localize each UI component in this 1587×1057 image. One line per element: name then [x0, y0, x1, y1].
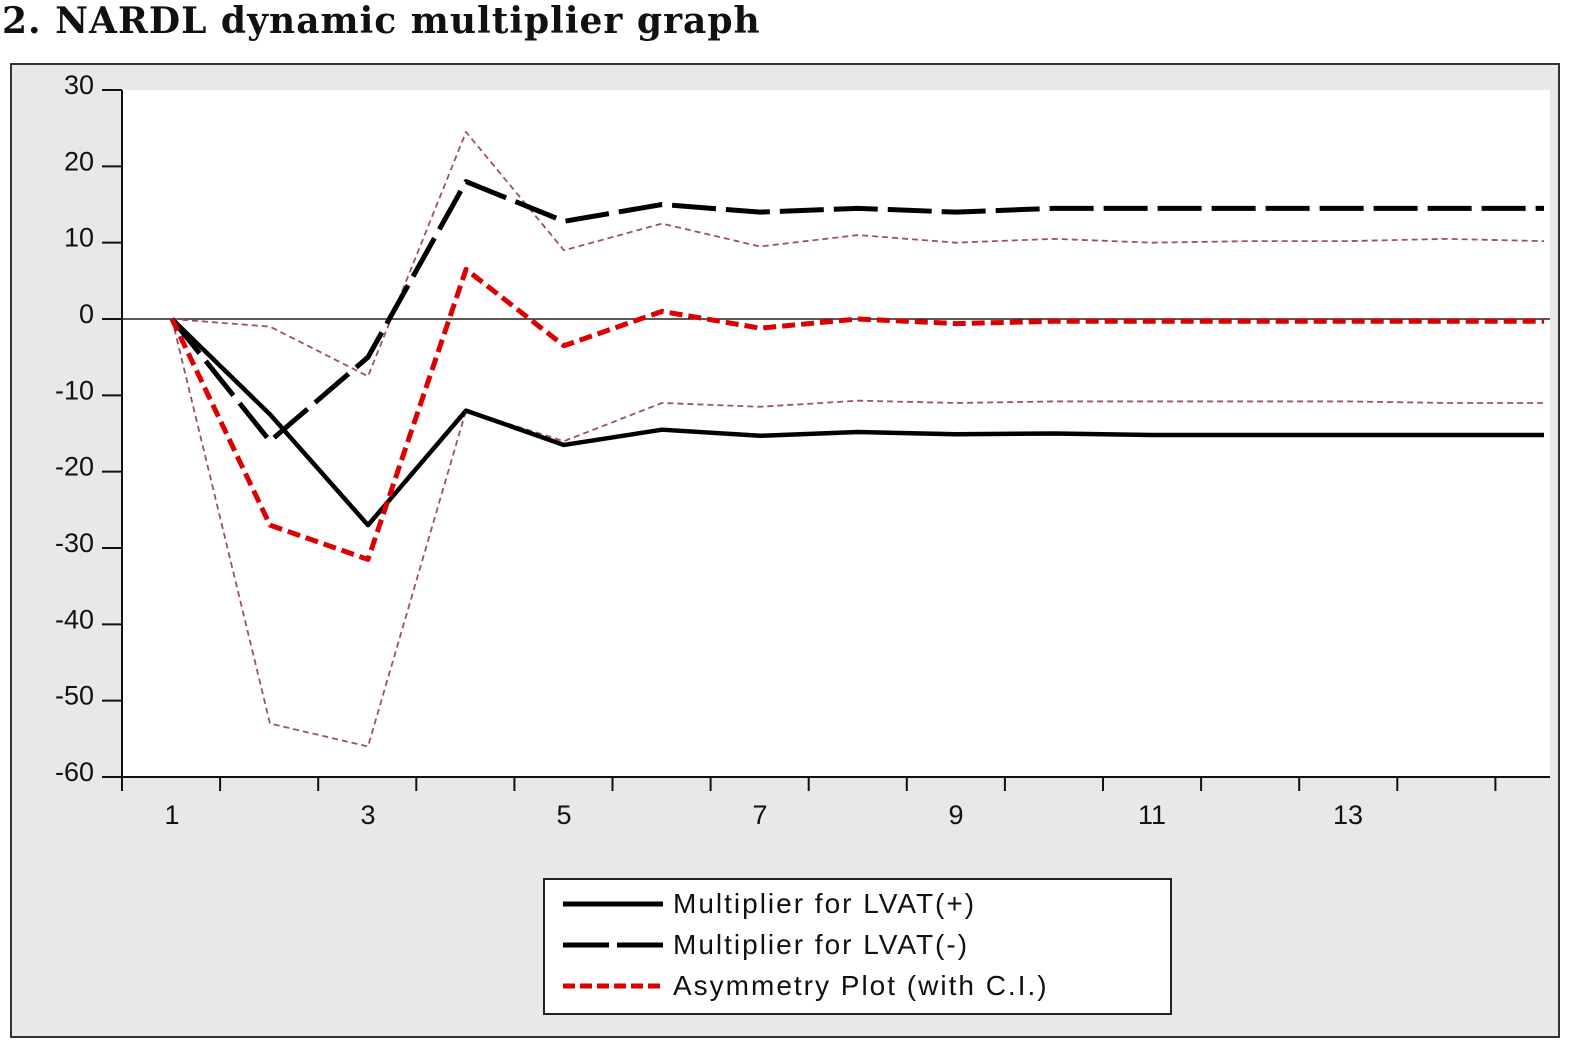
y-tick-label: -50	[55, 681, 94, 711]
y-tick-label: -20	[55, 452, 94, 482]
legend-swatch-longdash	[563, 942, 663, 948]
y-tick-label: 30	[64, 70, 94, 100]
x-tick-label: 3	[360, 800, 375, 830]
y-tick-label: -10	[55, 375, 94, 405]
legend-item-asymmetry: Asymmetry Plot (with C.I.)	[563, 968, 1049, 1004]
series-line-multiplier-for-lvat-	[170, 317, 1544, 528]
legend-swatch-solid	[563, 901, 663, 907]
x-tick-label: 13	[1333, 800, 1363, 830]
x-tick-label: 1	[164, 800, 179, 830]
y-tick-label: -40	[55, 604, 94, 634]
legend-swatch-dash	[563, 983, 663, 989]
legend-label: Multiplier for LVAT(-)	[673, 929, 970, 960]
y-tick-label: 20	[64, 146, 94, 176]
legend-item-positive: Multiplier for LVAT(+)	[563, 886, 976, 922]
y-tick-label: 0	[79, 299, 94, 329]
x-tick-label: 15	[1529, 800, 1559, 830]
y-tick-label: 10	[64, 223, 94, 253]
legend: Multiplier for LVAT(+) Multiplier for LV…	[543, 878, 1172, 1015]
legend-item-negative: Multiplier for LVAT(-)	[563, 927, 969, 963]
series-line-lower-c-i-	[171, 318, 1544, 748]
legend-label: Multiplier for LVAT(+)	[673, 888, 977, 919]
y-tick-label: -30	[55, 528, 94, 558]
chart-title: 2. NARDL dynamic multiplier graph	[2, 0, 761, 42]
x-tick-label: 9	[948, 800, 963, 830]
x-tick-label: 5	[556, 800, 571, 830]
x-tick-label: 7	[752, 800, 767, 830]
y-tick-label: -60	[55, 757, 94, 787]
series-line-multiplier-for-lvat-	[170, 179, 1544, 444]
series-line-asymmetry-plot-with-c-i-	[169, 266, 1544, 562]
x-tick-label: 11	[1138, 800, 1166, 830]
legend-label: Asymmetry Plot (with C.I.)	[673, 970, 1049, 1001]
